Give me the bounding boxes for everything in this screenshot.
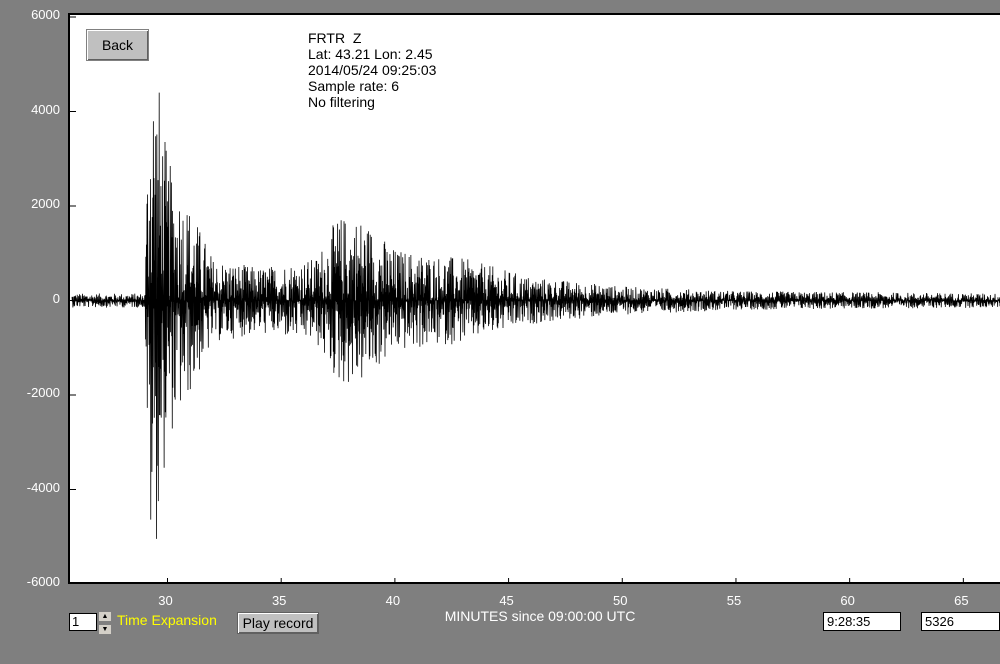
time-readout: 9:28:35	[823, 612, 901, 631]
y-tick-label: -4000	[26, 479, 60, 495]
y-tick-label: 0	[52, 290, 60, 306]
filtering-status: No filtering	[308, 94, 375, 110]
record-datetime: 2014/05/24 09:25:03	[308, 62, 437, 78]
x-tick-label: 50	[613, 593, 628, 608]
station-name: FRTR Z	[308, 30, 362, 46]
x-tick-label: 60	[840, 593, 855, 608]
y-tick-label: 4000	[31, 101, 60, 117]
x-tick-label: 30	[158, 593, 173, 608]
time-expansion-input[interactable]: 1	[69, 613, 97, 631]
y-tick-label: -2000	[26, 385, 60, 400]
x-tick-label: 55	[726, 593, 742, 608]
x-tick-label: 45	[499, 593, 514, 608]
sample-readout: 5326	[921, 612, 1000, 631]
seismogram-trace	[71, 92, 1000, 539]
plot-area	[68, 13, 1000, 584]
seismogram-plot	[70, 16, 1000, 584]
y-tick-label: -6000	[26, 574, 60, 589]
y-tick-label: 6000	[31, 7, 60, 22]
station-latlon: Lat: 43.21 Lon: 2.45	[308, 46, 433, 62]
play-record-button[interactable]: Play record	[237, 612, 319, 634]
sample-rate: Sample rate: 6	[308, 78, 400, 94]
x-tick-label: 65	[954, 593, 969, 608]
spin-up-button[interactable]: ▲	[98, 611, 112, 622]
time-expansion-label: Time Expansion	[117, 612, 217, 628]
station-info: FRTR Z Lat: 43.21 Lon: 2.45 2014/05/24 0…	[308, 30, 436, 110]
x-axis-label: MINUTES since 09:00:00 UTC	[444, 608, 636, 624]
y-tick-label: 2000	[31, 196, 60, 211]
back-button[interactable]: Back	[86, 29, 149, 61]
spin-down-button[interactable]: ▼	[98, 624, 112, 635]
x-tick-label: 40	[385, 593, 401, 608]
x-tick-label: 35	[271, 593, 287, 608]
